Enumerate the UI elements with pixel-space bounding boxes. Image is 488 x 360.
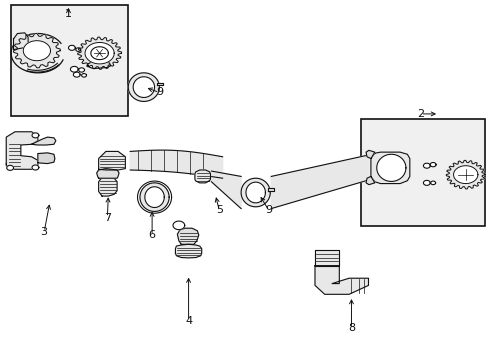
- Polygon shape: [173, 221, 184, 230]
- Text: 6: 6: [148, 230, 155, 240]
- Polygon shape: [130, 150, 222, 178]
- Polygon shape: [32, 165, 39, 170]
- Text: 8: 8: [347, 323, 354, 333]
- Polygon shape: [7, 165, 14, 170]
- Polygon shape: [99, 152, 125, 170]
- Polygon shape: [133, 77, 154, 98]
- Polygon shape: [14, 33, 60, 68]
- Polygon shape: [423, 180, 429, 185]
- Polygon shape: [38, 153, 55, 163]
- Text: 2: 2: [416, 109, 423, 119]
- Polygon shape: [177, 228, 199, 244]
- Polygon shape: [81, 73, 86, 77]
- Polygon shape: [73, 72, 80, 77]
- Polygon shape: [14, 33, 28, 50]
- Polygon shape: [157, 83, 163, 85]
- Polygon shape: [140, 183, 169, 211]
- Bar: [361, 119, 484, 226]
- Polygon shape: [245, 182, 265, 203]
- Polygon shape: [366, 176, 374, 185]
- Polygon shape: [366, 150, 374, 158]
- Polygon shape: [446, 160, 484, 189]
- Polygon shape: [76, 48, 81, 51]
- Text: 7: 7: [103, 212, 111, 222]
- Text: 5: 5: [215, 205, 222, 215]
- Text: 3: 3: [41, 227, 47, 237]
- Polygon shape: [453, 166, 477, 184]
- Polygon shape: [91, 47, 108, 60]
- Polygon shape: [6, 132, 38, 169]
- Polygon shape: [128, 73, 159, 102]
- Polygon shape: [70, 66, 78, 72]
- Polygon shape: [32, 133, 39, 138]
- Polygon shape: [314, 266, 368, 294]
- Polygon shape: [175, 244, 201, 258]
- Polygon shape: [144, 187, 164, 207]
- Text: 4: 4: [184, 316, 192, 326]
- Polygon shape: [99, 177, 117, 196]
- Polygon shape: [97, 168, 119, 178]
- Text: 9: 9: [156, 87, 163, 98]
- Polygon shape: [68, 45, 75, 50]
- Polygon shape: [314, 249, 339, 266]
- Polygon shape: [271, 155, 368, 208]
- Polygon shape: [211, 171, 241, 208]
- Polygon shape: [423, 163, 429, 168]
- Polygon shape: [370, 152, 409, 184]
- Polygon shape: [31, 137, 56, 145]
- Polygon shape: [88, 62, 111, 68]
- Polygon shape: [429, 162, 435, 167]
- Text: 1: 1: [65, 9, 72, 19]
- Polygon shape: [195, 170, 210, 183]
- Polygon shape: [79, 68, 84, 72]
- Polygon shape: [268, 188, 273, 191]
- Text: 9: 9: [264, 205, 272, 215]
- Polygon shape: [85, 42, 114, 64]
- Bar: [11, 5, 127, 116]
- Polygon shape: [430, 181, 435, 185]
- Polygon shape: [376, 154, 405, 181]
- Polygon shape: [23, 41, 50, 61]
- Polygon shape: [241, 178, 270, 207]
- Polygon shape: [78, 37, 121, 69]
